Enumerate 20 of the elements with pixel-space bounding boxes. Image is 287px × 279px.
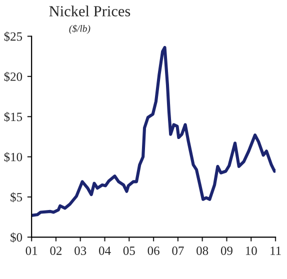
x-tick-label: 09 [220,246,232,255]
x-tick-label: 07 [172,246,184,255]
y-tick-label: $15 [4,112,22,122]
line-series [32,46,276,217]
chart-subtitle: ($/lb) [69,24,90,34]
x-tick-label: 01 [26,246,38,255]
y-tick-label: $20 [4,72,22,82]
chart-title: Nickel Prices [49,6,130,16]
x-tick-label: 05 [123,246,135,255]
y-tick-label: $25 [4,32,22,42]
x-tick-label: 04 [98,246,111,255]
x-tick-label: 03 [74,246,86,255]
x-tick-label: 10 [246,246,257,255]
y-tick-label: $10 [4,152,22,162]
y-tick-label: $5 [10,192,22,202]
x-tick-label: 02 [50,246,62,255]
y-tick-label: $0 [10,232,22,242]
x-tick-label: 08 [196,246,208,255]
x-tick-label: 11 [270,246,281,255]
x-tick-label: 06 [148,246,160,255]
